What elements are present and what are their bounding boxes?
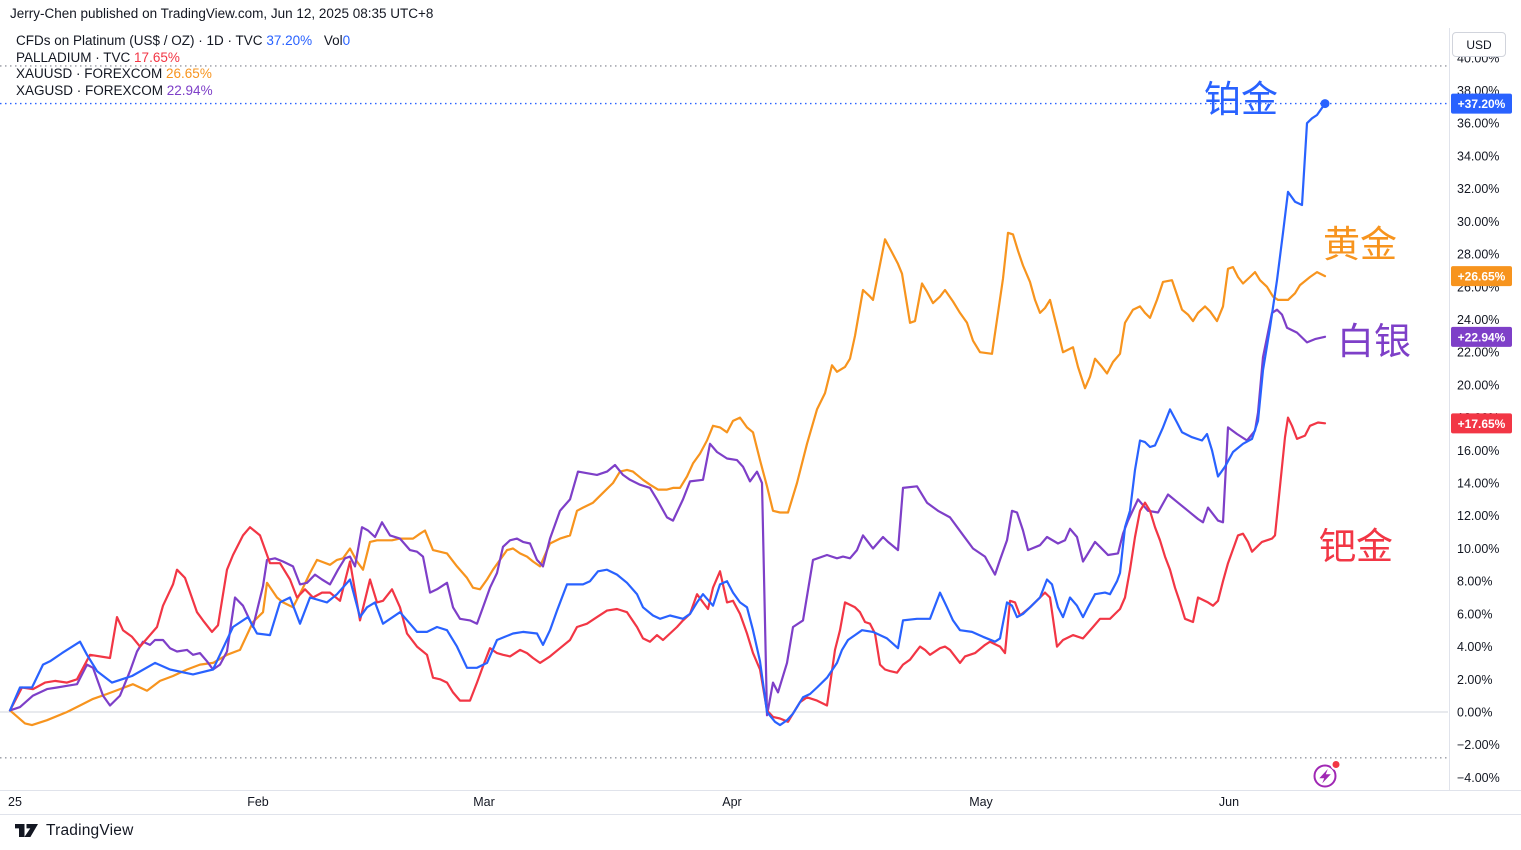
- legend-vol-label: Vol: [323, 33, 343, 48]
- legend-vol-value: 0: [342, 33, 351, 48]
- time-tick-mar[interactable]: Mar: [473, 795, 495, 809]
- series-annotation-label: 黄金: [1323, 224, 1397, 265]
- price-tick-label[interactable]: 22.00%: [1457, 346, 1499, 360]
- flash-bolt: [1319, 769, 1331, 784]
- price-tick-label[interactable]: −2.00%: [1457, 738, 1500, 752]
- legend-symbol-title: XAUUSD · FOREXCOM: [16, 66, 163, 81]
- legend-row-silver[interactable]: XAGUSD · FOREXCOM 22.94%: [16, 83, 350, 100]
- tradingview-logo-text: TradingView: [46, 821, 134, 839]
- legend-change-value: 22.94%: [166, 82, 213, 98]
- price-tick-label[interactable]: 12.00%: [1457, 509, 1499, 523]
- time-tick-25[interactable]: 25: [8, 795, 22, 809]
- time-tick-jun[interactable]: Jun: [1219, 795, 1239, 809]
- time-tick-feb[interactable]: Feb: [247, 795, 269, 809]
- flash-circle: [1313, 764, 1337, 788]
- magic-flash-icon[interactable]: [1313, 759, 1342, 788]
- attribution-text: Jerry-Chen published on TradingView.com,…: [10, 6, 434, 21]
- tradingview-logo-icon: [15, 824, 38, 837]
- currency-toggle-button[interactable]: USD: [1452, 32, 1506, 57]
- legend-change-value: 26.65%: [166, 66, 212, 81]
- flash-notification-dot: [1332, 761, 1340, 768]
- series-end-dot: [1320, 99, 1330, 109]
- price-badge-label: +26.65%: [1458, 270, 1506, 284]
- price-tick-label[interactable]: 36.00%: [1457, 117, 1499, 131]
- price-badge: [1451, 93, 1512, 114]
- series-annotation-label: 白银: [1337, 321, 1411, 362]
- price-tick-label[interactable]: 8.00%: [1457, 575, 1492, 589]
- price-tick-label[interactable]: 20.00%: [1457, 378, 1499, 392]
- tradingview-logo[interactable]: TradingView: [14, 820, 134, 841]
- price-badge-label: +37.20%: [1458, 97, 1506, 111]
- price-tick-label[interactable]: 14.00%: [1457, 477, 1499, 491]
- legend-symbol-title: PALLADIUM · TVC: [16, 49, 131, 65]
- price-tick-label[interactable]: 32.00%: [1457, 182, 1499, 196]
- price-badge: [1451, 413, 1512, 434]
- price-tick-label[interactable]: 6.00%: [1457, 607, 1492, 621]
- price-tick-label[interactable]: 2.00%: [1457, 673, 1492, 687]
- price-tick-label[interactable]: 0.00%: [1457, 706, 1492, 720]
- legend-symbol-title: CFDs on Platinum (US$ / OZ) · 1D · TVC: [16, 33, 263, 48]
- time-tick-apr[interactable]: Apr: [722, 795, 741, 809]
- price-badge: [1451, 326, 1512, 347]
- price-tick-label[interactable]: 34.00%: [1457, 149, 1499, 163]
- series-line-cfds: [8, 102, 1327, 727]
- legend-row-platinum[interactable]: CFDs on Platinum (US$ / OZ) · 1D · TVC 3…: [16, 33, 350, 50]
- price-tick-label[interactable]: 24.00%: [1457, 313, 1499, 327]
- legend-symbol-title: XAGUSD · FOREXCOM: [16, 82, 164, 98]
- price-tick-label[interactable]: 4.00%: [1457, 640, 1492, 654]
- series-line-palladium: [8, 416, 1327, 723]
- price-badge-label: +22.94%: [1458, 330, 1506, 344]
- price-badge-label: +17.65%: [1458, 417, 1506, 431]
- series-line-xagusd: [8, 308, 1327, 717]
- series-annotation-label: 铂金: [1204, 79, 1278, 120]
- chart-legend: CFDs on Platinum (US$ / OZ) · 1D · TVC 3…: [16, 33, 350, 99]
- series-annotation-label: 钯金: [1319, 526, 1393, 567]
- price-tick-label[interactable]: 10.00%: [1457, 542, 1499, 556]
- price-tick-label[interactable]: −4.00%: [1457, 771, 1500, 785]
- legend-change-value: 17.65%: [134, 49, 180, 65]
- price-tick-label[interactable]: 30.00%: [1457, 215, 1499, 229]
- price-tick-label[interactable]: 28.00%: [1457, 248, 1499, 262]
- price-tick-label[interactable]: 16.00%: [1457, 444, 1499, 458]
- price-badge: [1451, 266, 1512, 287]
- legend-change-value: 37.20%: [266, 33, 313, 48]
- time-tick-may[interactable]: May: [969, 795, 993, 809]
- legend-row-gold[interactable]: XAUUSD · FOREXCOM 26.65%: [16, 66, 350, 83]
- legend-row-palladium[interactable]: PALLADIUM · TVC 17.65%: [16, 50, 350, 67]
- series-line-xauusd: [8, 231, 1327, 727]
